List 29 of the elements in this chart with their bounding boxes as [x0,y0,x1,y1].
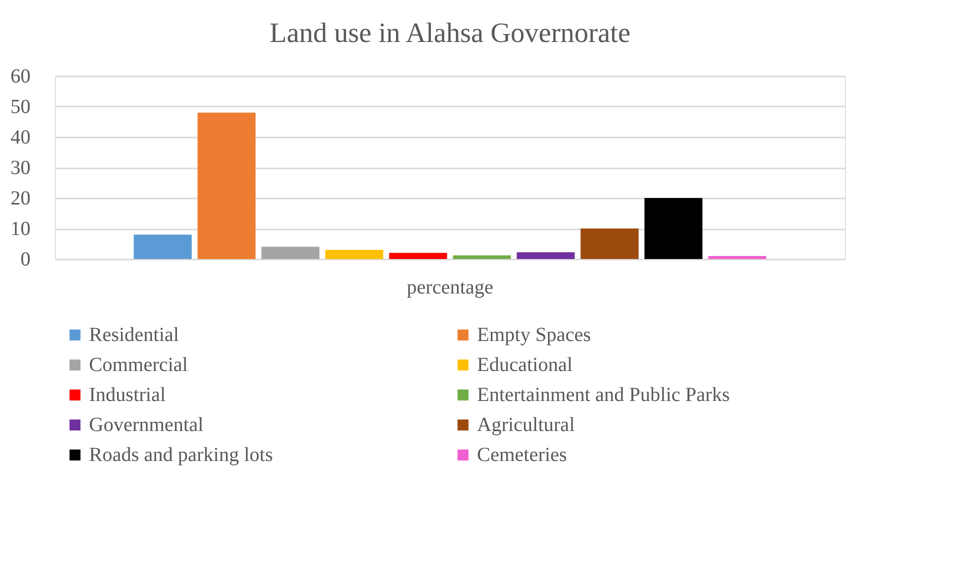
bar [134,234,192,259]
y-tick-label: 0 [20,248,30,270]
legend-label: Empty Spaces [477,324,592,346]
legend-label: Agricultural [477,414,576,436]
legend-label: Entertainment and Public Parks [477,384,730,406]
legend-label: Industrial [89,384,166,406]
bar [325,250,384,259]
y-tick-label: 10 [10,218,30,240]
legend-label: Roads and parking lots [89,444,274,466]
y-tick-label: 50 [10,96,30,118]
bar [261,246,320,259]
bar [198,112,256,259]
y-tick-label: 30 [10,157,30,179]
legend-label: Educational [477,354,573,376]
x-tick-label: percentage [406,276,494,298]
bar [644,198,702,259]
chart-title: Land use in Alahsa Governorate [270,18,630,49]
bar [708,256,766,259]
y-tick-label: 20 [10,188,30,210]
bar [452,255,511,259]
legend-label: Commercial [89,354,188,376]
legend-label: Governmental [89,414,204,436]
legend-label: Residential [89,324,180,346]
y-tick-label: 40 [10,126,30,148]
y-tick-label: 60 [10,66,30,88]
bar [389,252,448,259]
bar [580,228,639,259]
bar [516,252,575,259]
legend-label: Cemeteries [477,444,568,466]
